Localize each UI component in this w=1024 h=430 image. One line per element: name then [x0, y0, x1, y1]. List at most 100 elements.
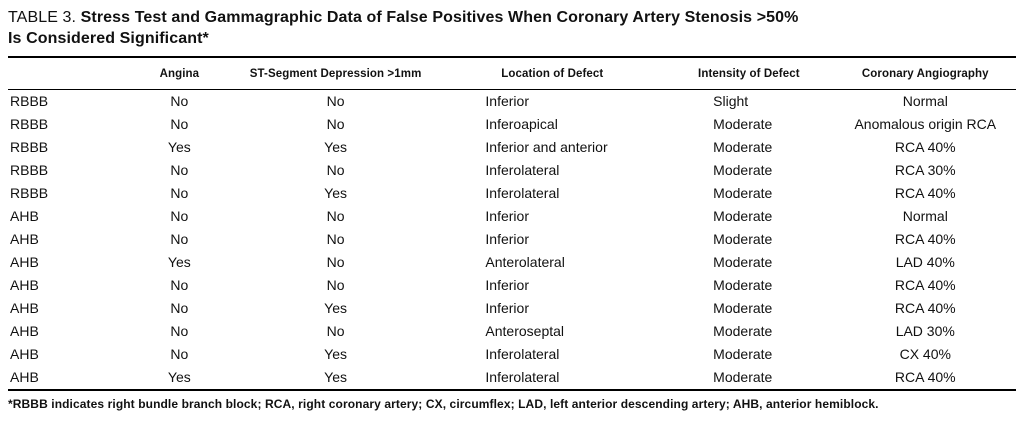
table-cell: AHB: [10, 323, 39, 339]
table-cell: RBBB: [10, 93, 49, 109]
table-cell: Moderate: [713, 162, 773, 178]
table-cell: Inferoapical: [485, 116, 558, 132]
table-title: TABLE 3. Stress Test and Gammagraphic Da…: [8, 7, 1016, 49]
table-cell: No: [326, 277, 345, 293]
table-row: AHB No No Inferior Moderate RCA 40%: [8, 274, 1016, 297]
table-cell: Yes: [324, 185, 347, 201]
table-cell: Anteroseptal: [485, 323, 565, 339]
table-cell: No: [170, 116, 189, 132]
table-cell: CX 40%: [899, 346, 951, 362]
table-cell: Inferolateral: [485, 185, 560, 201]
table-cell: Anterolateral: [485, 254, 565, 270]
table-cell: Yes: [324, 346, 347, 362]
table-cell: RCA 30%: [894, 162, 956, 178]
table-cell: No: [170, 277, 189, 293]
table-row: RBBB Yes Yes Inferior and anterior Moderate R…: [8, 136, 1016, 159]
table-cell: RBBB: [10, 185, 49, 201]
table-cell: Inferior: [485, 208, 529, 224]
table-title-line1: TABLE 3. Stress Test and Gammagraphic Da…: [8, 7, 1016, 28]
table-cell: Inferolateral: [485, 369, 560, 385]
table-row: RBBB No Yes Inferolateral Moderate RCA 40%: [8, 182, 1016, 205]
table-cell: No: [326, 323, 345, 339]
table-cell: Yes: [167, 139, 191, 155]
table-row: AHB No Yes Inferior Moderate RCA 40%: [8, 297, 1016, 320]
table-cell: AHB: [10, 231, 39, 247]
table-cell: RBBB: [10, 139, 49, 155]
table-cell: RBBB: [10, 116, 49, 132]
table-cell: Normal: [902, 208, 948, 224]
header-row: Angina ST-Segment Depression >1mm Locati…: [8, 57, 1016, 90]
table-cell: RBBB: [10, 162, 49, 178]
table-cell: Yes: [167, 254, 191, 270]
table-footnote: *RBBB indicates right bundle branch bloc…: [8, 397, 879, 411]
table-cell: Inferior: [485, 231, 529, 247]
table-cell: AHB: [10, 254, 39, 270]
table-cell: No: [326, 231, 345, 247]
table-cell: Moderate: [713, 277, 773, 293]
table-cell: Yes: [324, 300, 347, 316]
table-caption-line1: Stress Test and Gammagraphic Data of Fal…: [80, 9, 799, 26]
table-cell: Moderate: [713, 323, 773, 339]
table-cell: No: [326, 208, 345, 224]
table-cell: Moderate: [713, 208, 773, 224]
table-row: AHB No No Inferior Moderate RCA 40%: [8, 228, 1016, 251]
table-cell: No: [170, 323, 189, 339]
table-title-line2: Is Considered Significant*: [8, 28, 1016, 49]
table-cell: Moderate: [713, 116, 773, 132]
table-cell: Anomalous origin RCA: [854, 116, 997, 132]
table-caption-line2: Is Considered Significant*: [8, 30, 209, 47]
table-row: AHB No No Inferior Moderate Normal: [8, 205, 1016, 228]
table-cell: No: [170, 185, 189, 201]
table-cell: Inferolateral: [485, 346, 560, 362]
table-cell: RCA 40%: [894, 300, 956, 316]
table-cell: Yes: [324, 369, 347, 385]
table-cell: RCA 40%: [894, 231, 956, 247]
table-cell: Inferior: [485, 300, 529, 316]
table-row: AHB Yes Yes Inferolateral Moderate RCA 40%: [8, 366, 1016, 390]
table-cell: RCA 40%: [894, 277, 956, 293]
table-cell: Yes: [167, 369, 191, 385]
column-header-rowlabel: [8, 57, 129, 90]
data-table: Angina ST-Segment Depression >1mm Locati…: [8, 56, 1016, 391]
table-cell: No: [170, 231, 189, 247]
column-header-st-segment: ST-Segment Depression >1mm: [229, 57, 442, 90]
table-row: AHB No No Anteroseptal Moderate LAD 30%: [8, 320, 1016, 343]
table-cell: RCA 40%: [894, 139, 956, 155]
table-row: AHB Yes No Anterolateral Moderate LAD 40%: [8, 251, 1016, 274]
table-cell: Inferior: [485, 277, 529, 293]
table-cell: RCA 40%: [894, 185, 956, 201]
column-header-location: Location of Defect: [441, 57, 664, 90]
column-header-angina: Angina: [128, 57, 230, 90]
table-cell: Moderate: [713, 346, 773, 362]
table-row: RBBB No No Inferoapical Moderate Anomalous or…: [8, 113, 1016, 136]
table-cell: Slight: [713, 93, 749, 109]
table-cell: Moderate: [713, 185, 773, 201]
table-cell: No: [170, 93, 189, 109]
table-cell: No: [170, 300, 189, 316]
table-cell: Inferolateral: [485, 162, 560, 178]
table-number: TABLE 3.: [8, 9, 77, 26]
table-cell: Moderate: [713, 254, 773, 270]
table-cell: Moderate: [713, 369, 773, 385]
table-cell: No: [326, 93, 345, 109]
table-cell: Moderate: [713, 300, 773, 316]
table-cell: AHB: [10, 208, 39, 224]
table-cell: LAD 40%: [895, 254, 955, 270]
column-header-intensity: Intensity of Defect: [663, 57, 835, 90]
table-cell: Moderate: [713, 139, 773, 155]
table-cell: No: [170, 162, 189, 178]
table-cell: No: [326, 254, 345, 270]
table-cell: AHB: [10, 277, 39, 293]
table-row: RBBB No No Inferior Slight Normal: [8, 90, 1016, 114]
table-row: RBBB No No Inferolateral Moderate RCA 30%: [8, 159, 1016, 182]
table-cell: AHB: [10, 369, 39, 385]
table-cell: No: [170, 208, 189, 224]
table-header: Angina ST-Segment Depression >1mm Locati…: [8, 57, 1016, 90]
table-cell: RCA 40%: [894, 369, 956, 385]
table-row: AHB No Yes Inferolateral Moderate CX 40%: [8, 343, 1016, 366]
table-cell: Inferior and anterior: [485, 139, 608, 155]
table-cell: Normal: [902, 93, 948, 109]
table-cell: AHB: [10, 346, 39, 362]
table-cell: LAD 30%: [895, 323, 955, 339]
